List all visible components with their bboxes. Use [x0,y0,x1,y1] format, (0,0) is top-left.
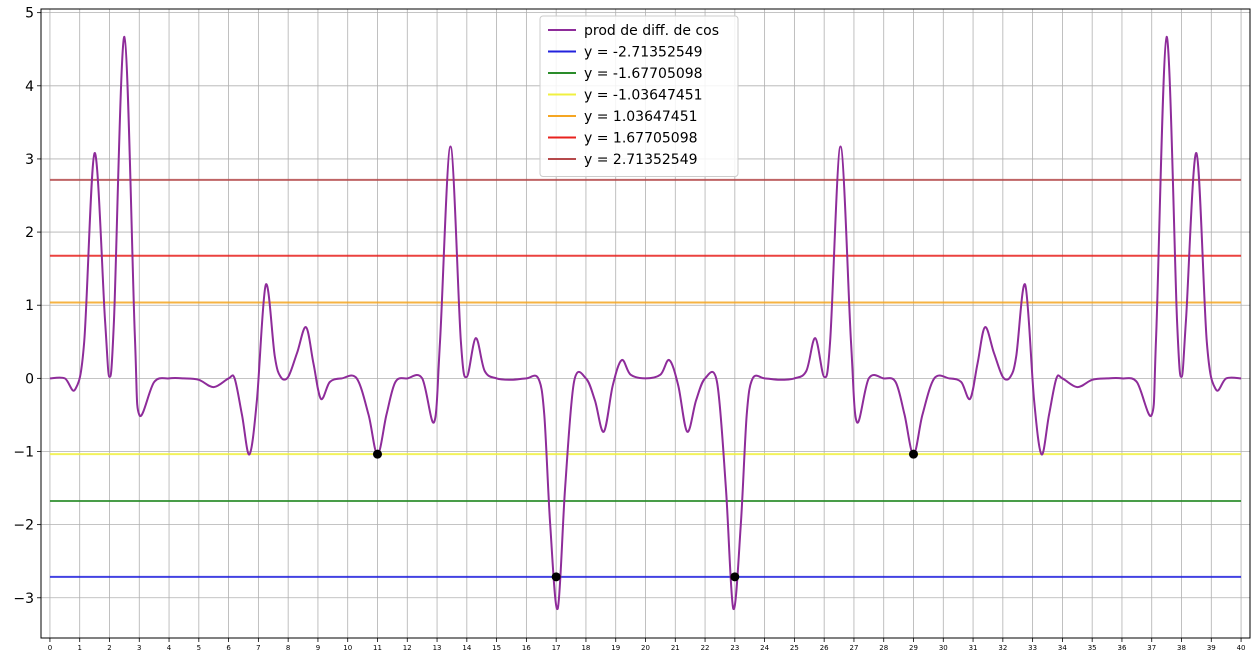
x-tick-label: 26 [820,644,829,652]
x-tick-label: 6 [226,644,231,652]
x-tick-label: 22 [701,644,710,652]
y-tick-label: 1 [25,298,34,314]
x-tick-label: 3 [137,644,141,652]
x-tick-label: 30 [939,644,948,652]
x-tick-label: 35 [1088,644,1097,652]
intersection-marker [551,572,561,582]
marker-layer [372,449,919,582]
intersection-marker [372,449,382,459]
curve-line [49,35,1242,610]
x-tick-label: 18 [581,644,590,652]
x-tick-label: 21 [671,644,680,652]
x-axis: 0 1 2 3 4 5 6 7 8 9 10 11 12 13 14 15 16 17 18 19 20 21 22 23 24… [48,638,1246,652]
x-tick-label: 28 [879,644,888,652]
x-tick-label: 7 [256,644,260,652]
x-tick-label: 9 [316,644,320,652]
x-tick-label: 34 [1058,644,1067,652]
legend-label: y = -2.71352549 [584,45,703,61]
legend-label: y = 1.03647451 [584,109,698,125]
x-tick-label: 19 [611,644,620,652]
x-tick-label: 32 [998,644,1007,652]
y-axis: −3 −2 −1 0 1 2 3 4 5 [13,6,41,607]
x-tick-label: 33 [1028,644,1037,652]
legend-label: y = 2.71352549 [584,152,698,168]
y-tick-label: −3 [13,591,34,607]
y-tick-label: 4 [25,79,34,95]
x-tick-label: 13 [433,644,442,652]
x-tick-label: 11 [373,644,382,652]
curve-layer [49,35,1242,610]
legend: prod de diff. de cos y = -2.71352549 y = -… [539,15,739,177]
x-tick-label: 29 [909,644,918,652]
x-tick-label: 14 [462,644,471,652]
intersection-marker [730,572,740,582]
x-tick-label: 4 [167,644,172,652]
x-tick-label: 23 [730,644,739,652]
x-tick-label: 27 [849,644,858,652]
legend-box [539,15,739,177]
x-tick-label: 15 [492,644,501,652]
y-tick-label: −2 [13,518,34,534]
x-tick-label: 16 [522,644,531,652]
y-tick-label: 2 [25,225,34,241]
x-tick-label: 2 [107,644,111,652]
x-tick-label: 12 [403,644,412,652]
legend-label: y = 1.67705098 [584,131,698,147]
y-tick-label: 0 [25,371,34,387]
x-tick-label: 20 [641,644,650,652]
y-tick-label: 3 [25,152,34,168]
x-tick-label: 38 [1177,644,1186,652]
x-tick-label: 5 [197,644,201,652]
x-tick-label: 17 [552,644,561,652]
x-tick-label: 1 [77,644,81,652]
x-tick-label: 31 [969,644,978,652]
x-tick-label: 8 [286,644,290,652]
x-tick-label: 36 [1117,644,1126,652]
x-tick-label: 24 [760,644,769,652]
y-tick-label: 5 [25,6,34,22]
legend-label: prod de diff. de cos [584,23,719,39]
legend-label: y = -1.03647451 [584,88,703,104]
x-tick-label: 37 [1147,644,1156,652]
x-tick-label: 25 [790,644,799,652]
x-tick-label: 10 [343,644,352,652]
grid [41,9,1250,638]
x-tick-label: 39 [1207,644,1216,652]
y-tick-label: −1 [13,444,34,460]
x-tick-label: 0 [48,644,52,652]
legend-label: y = -1.67705098 [584,66,703,82]
x-tick-label: 40 [1237,644,1246,652]
intersection-marker [909,449,919,459]
